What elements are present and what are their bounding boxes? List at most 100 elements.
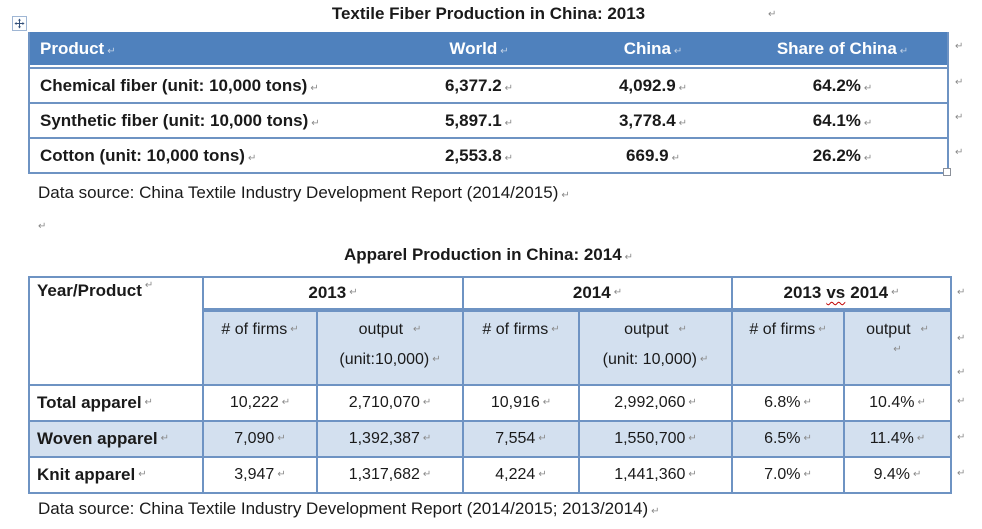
cell-share[interactable]: 64.1% ↵ [812, 110, 873, 130]
cell-end-mark-icon: ↵ [671, 152, 680, 164]
cell-end-mark-icon: ↵ [310, 82, 319, 94]
cell-china[interactable]: 3,778.4 ↵ [618, 110, 688, 130]
subheader-firms-compare[interactable]: # of firms ↵ [733, 312, 843, 384]
subheader-output-2014[interactable]: output ↵ (unit: 10,000) ↵ [580, 312, 731, 384]
cell-end-mark-icon: ↵ [542, 397, 552, 408]
cell-end-mark-icon: ↵ [432, 354, 441, 365]
table2-source: Data source: China Textile Industry Deve… [38, 499, 660, 518]
cell-firms-2014[interactable]: 10,916 ↵ [464, 386, 578, 420]
cell-output-2013[interactable]: 2,710,070 ↵ [318, 386, 462, 420]
cell-china[interactable]: 669.9 ↵ [626, 145, 680, 165]
line-break-mark-icon: ↵ [413, 324, 422, 335]
cell-end-mark-icon: ↵ [688, 433, 697, 444]
cell-china[interactable]: 4,092.9 ↵ [618, 75, 688, 95]
table1-header-product[interactable]: Product ↵ [40, 38, 116, 58]
cell-firms-2013[interactable]: 3,947 ↵ [204, 458, 316, 492]
cell-end-mark-icon: ↵ [504, 152, 514, 164]
table1-header-world[interactable]: World ↵ [449, 38, 509, 58]
row-label[interactable]: Woven apparel ↵ [30, 422, 202, 456]
cell-firms-compare[interactable]: 7.0% ↵ [733, 458, 843, 492]
cell-end-mark-icon: ↵ [891, 287, 900, 298]
paragraph-mark-icon: ↵ [38, 221, 47, 232]
apparel-production-table: Year/Product ↵ 2013 ↵ 2014 ↵ 2013 vs 2014 ↵ # … [28, 276, 952, 494]
paragraph-mark-icon: ↵ [768, 9, 777, 20]
cell-output-compare[interactable]: 9.4% ↵ [845, 458, 950, 492]
cell-world[interactable]: 2,553.8 ↵ [444, 145, 514, 165]
row-end-mark-icon: ↵ [957, 432, 966, 443]
cell-firms-2013[interactable]: 7,090 ↵ [204, 422, 316, 456]
subheader-output-compare[interactable]: output ↵ ↵ [845, 312, 950, 384]
cell-firms-2014[interactable]: 4,224 ↵ [464, 458, 578, 492]
cell-firms-2014[interactable]: 7,554 ↵ [464, 422, 578, 456]
table2-title: Apparel Production in China: 2014 ↵ [343, 245, 634, 264]
cell-end-mark-icon: ↵ [551, 324, 560, 335]
table2-corner-header[interactable]: Year/Product ↵ [30, 278, 202, 384]
cell-end-mark-icon: ↵ [699, 354, 709, 365]
spellcheck-word: vs [826, 283, 846, 302]
cell-product[interactable]: Synthetic fiber (unit: 10,000 tons) ↵ [40, 110, 320, 130]
table2-group-2013[interactable]: 2013 ↵ [204, 278, 462, 310]
cell-end-mark-icon: ↵ [863, 117, 873, 129]
cell-end-mark-icon: ↵ [504, 117, 514, 129]
row-end-mark-icon: ↵ [955, 77, 964, 88]
cell-end-mark-icon: ↵ [107, 45, 116, 57]
cell-share[interactable]: 26.2% ↵ [812, 145, 873, 165]
table-resize-handle[interactable] [943, 168, 951, 176]
row-end-mark-icon: ↵ [957, 396, 966, 407]
table-row: Synthetic fiber (unit: 10,000 tons) ↵ 5,8… [30, 102, 947, 137]
cell-firms-compare[interactable]: 6.5% ↵ [733, 422, 843, 456]
table-row: Chemical fiber (unit: 10,000 tons) ↵ 6,37… [30, 67, 947, 102]
cell-share[interactable]: 64.2% ↵ [812, 75, 873, 95]
cell-output-2014[interactable]: 1,550,700 ↵ [580, 422, 731, 456]
cell-end-mark-icon: ↵ [422, 469, 432, 480]
cell-end-mark-icon: ↵ [160, 433, 170, 444]
subheader-output-2013[interactable]: output ↵ (unit:10,000) ↵ [318, 312, 462, 384]
cell-end-mark-icon: ↵ [613, 287, 623, 298]
cell-end-mark-icon: ↵ [899, 45, 909, 57]
row-label[interactable]: Knit apparel ↵ [30, 458, 202, 492]
cell-firms-2013[interactable]: 10,222 ↵ [204, 386, 316, 420]
cell-output-compare[interactable]: 10.4% ↵ [845, 386, 950, 420]
cell-end-mark-icon: ↵ [281, 397, 291, 408]
table-row: Cotton (unit: 10,000 tons) ↵ 2,553.8 ↵ 669… [30, 137, 947, 172]
cell-end-mark-icon: ↵ [311, 117, 320, 129]
table-move-handle[interactable] [12, 16, 27, 31]
table1-header-row: Product ↵ World ↵ China ↵ Share of China ↵ [30, 32, 947, 65]
cell-output-2014[interactable]: 1,441,360 ↵ [580, 458, 731, 492]
move-arrows-icon [14, 18, 25, 29]
cell-end-mark-icon: ↵ [803, 469, 812, 480]
table2-group-2014[interactable]: 2014 ↵ [464, 278, 731, 310]
cell-world[interactable]: 5,897.1 ↵ [444, 110, 514, 130]
row-end-mark-icon: ↵ [955, 147, 964, 158]
cell-end-mark-icon: ↵ [290, 324, 299, 335]
row-end-mark-icon: ↵ [957, 468, 966, 479]
cell-product[interactable]: Chemical fiber (unit: 10,000 tons) ↵ [40, 75, 319, 95]
cell-product[interactable]: Cotton (unit: 10,000 tons) ↵ [40, 145, 257, 165]
cell-end-mark-icon: ↵ [678, 82, 688, 94]
cell-world[interactable]: 6,377.2 ↵ [444, 75, 514, 95]
table1-header-china[interactable]: China ↵ [623, 38, 683, 58]
cell-end-mark-icon: ↵ [422, 397, 432, 408]
subheader-firms-2013[interactable]: # of firms ↵ [204, 312, 316, 384]
cell-end-mark-icon: ↵ [818, 324, 827, 335]
cell-firms-compare[interactable]: 6.8% ↵ [733, 386, 843, 420]
table1-source: Data source: China Textile Industry Deve… [38, 183, 570, 202]
cell-output-compare[interactable]: 11.4% ↵ [845, 422, 950, 456]
table1-body: Chemical fiber (unit: 10,000 tons) ↵ 6,37… [30, 65, 947, 172]
cell-end-mark-icon: ↵ [688, 469, 697, 480]
cell-end-mark-icon: ↵ [913, 469, 922, 480]
cell-end-mark-icon: ↵ [917, 397, 926, 408]
table2-group-2013-vs-2014[interactable]: 2013 vs 2014 ↵ [733, 278, 950, 310]
cell-end-mark-icon: ↵ [138, 469, 147, 480]
cell-end-mark-icon: ↵ [803, 397, 812, 408]
cell-end-mark-icon: ↵ [144, 397, 153, 408]
cell-output-2013[interactable]: 1,317,682 ↵ [318, 458, 462, 492]
row-end-mark-icon: ↵ [957, 333, 966, 344]
cell-output-2013[interactable]: 1,392,387 ↵ [318, 422, 462, 456]
subheader-firms-2014[interactable]: # of firms ↵ [464, 312, 578, 384]
table1-header-share[interactable]: Share of China ↵ [776, 38, 909, 58]
cell-end-mark-icon: ↵ [673, 45, 683, 57]
row-label[interactable]: Total apparel ↵ [30, 386, 202, 420]
cell-output-2014[interactable]: 2,992,060 ↵ [580, 386, 731, 420]
